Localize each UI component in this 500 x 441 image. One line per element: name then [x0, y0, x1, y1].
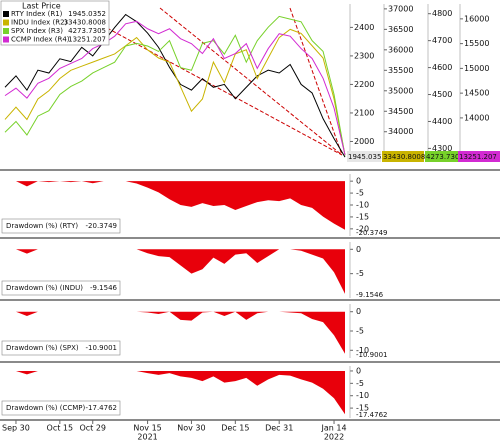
y-tick-label: 2100: [354, 108, 374, 117]
y-tick-label: -5: [356, 189, 364, 198]
legend-value: 13251.207: [68, 36, 106, 44]
legend-value: -17.4762: [86, 404, 117, 412]
y-tick-label: 0: [356, 245, 361, 254]
trend-line: [159, 7, 343, 156]
y-tick-label: 0: [356, 177, 361, 186]
legend-swatch: [3, 36, 9, 43]
last-value-label: -17.4762: [356, 411, 387, 419]
legend-box: [0, 0, 110, 46]
series-line: [4, 15, 346, 156]
y-tick-label: 15500: [464, 39, 489, 48]
y-tick-label: 4300: [432, 144, 452, 153]
legend-swatch: [3, 28, 9, 34]
legend-label: Drawdown (%) (SPX): [6, 344, 79, 352]
drawdown-area: [5, 181, 345, 230]
last-value-label: -9.1546: [356, 291, 384, 299]
legend-label: INDU Index (R2): [11, 19, 68, 27]
last-value-label: 1945.0352: [348, 153, 386, 161]
y-tick-label: -5: [356, 269, 364, 278]
year-label: 2021: [137, 433, 157, 441]
y-tick-label: -15: [356, 212, 369, 221]
legend-swatch: [3, 11, 9, 17]
legend-swatch: [3, 19, 9, 26]
last-value-box: [458, 151, 500, 162]
legend-value: 4273.7305: [68, 27, 106, 35]
x-tick-label: Jan 14: [321, 424, 347, 433]
last-value-label: 4273.7305: [426, 153, 464, 161]
x-tick-label: Nov 15: [133, 424, 161, 433]
x-tick-label: Dec 15: [221, 424, 249, 433]
legend-box: [1, 340, 121, 356]
x-tick-label: Sep 30: [2, 424, 30, 433]
legend-label: RTY Index (R1): [11, 10, 63, 18]
legend-label: SPX Index (R3): [11, 27, 63, 35]
last-value-label: 13251.207: [459, 153, 497, 161]
y-tick-label: 2400: [354, 23, 374, 32]
drawdown-area: [5, 249, 345, 294]
y-tick-label: 35000: [388, 86, 413, 95]
last-value-box: [425, 151, 460, 162]
legend-label: Drawdown (%) (INDU): [6, 284, 83, 292]
y-tick-label: 2200: [354, 80, 374, 89]
y-tick-label: 36500: [388, 25, 413, 34]
x-tick-label: Oct 15: [47, 424, 74, 433]
year-label: 2022: [324, 433, 344, 441]
y-tick-label: -15: [356, 404, 369, 413]
legend-label: Drawdown (%) (CCMP): [6, 404, 86, 412]
y-tick-label: 14500: [464, 89, 489, 98]
legend-value: -10.9001: [86, 344, 117, 352]
legend-label: Drawdown (%) (RTY): [6, 222, 78, 230]
drawdown-area: [5, 311, 345, 354]
drawdown-area: [5, 370, 345, 415]
legend-box: [1, 280, 121, 296]
y-tick-label: 34500: [388, 107, 413, 116]
y-tick-label: 4400: [432, 117, 452, 126]
legend-value: 1945.0352: [68, 10, 106, 18]
y-tick-label: -10: [356, 201, 369, 210]
y-tick-label: -20: [356, 224, 369, 233]
series-line: [4, 13, 346, 158]
y-tick-label: 0: [356, 366, 361, 375]
legend-title: Last Price: [22, 2, 61, 11]
last-value-box: [347, 151, 381, 162]
last-value-label: 33430.8008: [383, 153, 425, 161]
last-value-label: -20.3749: [356, 229, 387, 237]
legend-box: [1, 218, 121, 234]
trend-line: [69, 7, 343, 156]
y-tick-label: 2000: [354, 137, 374, 146]
y-tick-label: -10: [356, 391, 369, 400]
x-tick-label: Dec 31: [265, 424, 293, 433]
y-tick-label: -5: [356, 327, 364, 336]
y-tick-label: 4800: [432, 9, 452, 18]
y-tick-label: 4500: [432, 90, 452, 99]
series-line: [4, 28, 346, 156]
y-tick-label: 35500: [388, 66, 413, 75]
last-value-label: -10.9001: [356, 351, 387, 359]
x-tick-label: Oct 29: [79, 424, 106, 433]
y-tick-label: 14000: [464, 113, 489, 122]
y-tick-label: 4700: [432, 36, 452, 45]
y-tick-label: 34000: [388, 127, 413, 136]
y-tick-label: 36000: [388, 45, 413, 54]
last-value-box: [382, 151, 424, 162]
y-tick-label: 2300: [354, 51, 374, 60]
legend-value: 33430.8008: [64, 19, 106, 27]
y-tick-label: 15000: [464, 64, 489, 73]
legend-box: [1, 400, 121, 416]
y-tick-label: 4600: [432, 63, 452, 72]
series-line: [4, 20, 346, 156]
legend-label: CCMP Index (R4): [11, 36, 70, 44]
legend-value: -9.1546: [90, 284, 118, 292]
y-tick-label: 37000: [388, 4, 413, 13]
y-tick-label: -5: [356, 379, 364, 388]
legend-value: -20.3749: [86, 222, 117, 230]
y-tick-label: 0: [356, 307, 361, 316]
y-tick-label: -10: [356, 346, 369, 355]
x-tick-label: Nov 30: [177, 424, 205, 433]
y-tick-label: 16000: [464, 14, 489, 23]
